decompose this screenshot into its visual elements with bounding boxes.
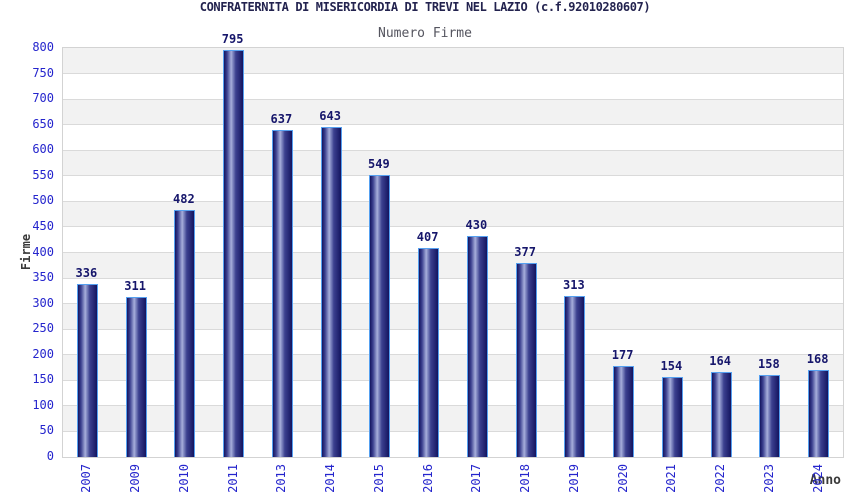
bar: [710, 372, 732, 457]
y-tick-label: 500: [32, 193, 54, 208]
x-tick-label: 2019: [566, 464, 581, 493]
bar: [125, 297, 147, 457]
grid-band: [63, 150, 843, 176]
bar-value-label: 164: [709, 354, 731, 369]
grid-line: [63, 149, 843, 151]
x-tick-label: 2013: [274, 464, 289, 493]
bar-value-label: 407: [416, 229, 439, 244]
bar: [515, 263, 537, 457]
bar-value-label: 643: [319, 109, 341, 124]
bar-value-label: 168: [806, 352, 829, 367]
grid-line: [63, 98, 843, 100]
grid-line: [63, 303, 843, 305]
bar-value-label: 430: [465, 218, 488, 233]
grid-line: [63, 175, 843, 177]
chart-subtitle: Numero Firme: [378, 26, 472, 41]
bar: [320, 127, 342, 457]
bar: [174, 209, 196, 457]
bar: [271, 130, 293, 457]
y-tick-label: 600: [32, 142, 54, 157]
grid-band: [63, 48, 843, 74]
bar-value-label: 795: [221, 31, 244, 46]
grid-band: [63, 99, 843, 125]
x-tick-label: 2010: [176, 464, 191, 493]
bar-value-label: 637: [270, 112, 293, 127]
x-tick-label: 2011: [225, 464, 240, 493]
bar-value-label: 158: [758, 357, 780, 372]
y-tick-label: 50: [39, 423, 54, 438]
grid-line: [63, 405, 843, 407]
chart-title: CONFRATERNITA DI MISERICORDIA DI TREVI N…: [199, 0, 651, 14]
plot-area: [62, 47, 844, 458]
bar: [76, 284, 98, 457]
x-tick-label: 2016: [420, 464, 435, 493]
y-tick-label: 250: [32, 321, 54, 336]
bar-value-label: 154: [660, 359, 683, 374]
grid-line: [63, 328, 843, 330]
y-tick-label: 350: [32, 270, 54, 285]
bar-value-label: 311: [124, 279, 146, 293]
bar: [369, 175, 391, 457]
grid-line: [63, 379, 843, 381]
x-axis-title: Anno: [809, 473, 841, 488]
grid-line: [63, 73, 843, 75]
bar: [808, 370, 830, 457]
y-tick-label: 200: [32, 346, 54, 361]
bar: [661, 377, 683, 457]
x-tick-label: 2007: [79, 464, 94, 493]
x-tick-label: 2020: [615, 464, 630, 493]
y-tick-label: 400: [32, 244, 54, 259]
x-tick-label: 2022: [713, 464, 728, 493]
bar-value-label: 177: [611, 347, 634, 362]
grid-line: [63, 277, 843, 279]
x-tick-label: 2024: [810, 464, 825, 493]
bar-value-label: 313: [563, 277, 585, 292]
x-tick-label: 2021: [664, 464, 679, 493]
bar: [564, 295, 586, 457]
grid-line: [63, 226, 843, 228]
bar-value-label: 377: [514, 245, 536, 260]
bar-value-label: 549: [368, 157, 390, 172]
grid-line: [63, 200, 843, 202]
y-tick-label: 150: [32, 372, 54, 387]
bar: [466, 236, 488, 457]
y-tick-label: 700: [32, 91, 54, 106]
grid-line: [63, 252, 843, 253]
y-tick-label: 550: [32, 167, 54, 182]
grid-band: [63, 73, 843, 100]
bar: [759, 375, 781, 457]
y-tick-label: 800: [32, 40, 54, 54]
y-tick-label: 750: [32, 65, 54, 80]
x-tick-label: 2017: [469, 464, 484, 493]
y-tick-label: 650: [32, 116, 54, 131]
x-tick-label: 2015: [371, 464, 386, 493]
y-tick-label: 450: [32, 218, 54, 233]
x-tick-label: 2023: [761, 464, 776, 493]
y-tick-label: 0: [46, 449, 54, 463]
x-tick-label: 2018: [518, 464, 533, 493]
bar: [613, 365, 635, 457]
bar-value-label: 336: [75, 266, 98, 281]
grid-line: [63, 430, 843, 432]
x-tick-label: 2014: [323, 464, 338, 493]
bar-value-label: 482: [173, 191, 195, 206]
bar: [223, 49, 245, 457]
grid-line: [63, 124, 843, 126]
bar: [418, 247, 440, 457]
grid-line: [63, 354, 843, 356]
grid-band: [63, 175, 843, 202]
y-tick-label: 300: [32, 295, 54, 310]
y-tick-label: 100: [32, 397, 54, 412]
grid-band: [63, 124, 843, 151]
x-tick-label: 2009: [128, 464, 143, 493]
